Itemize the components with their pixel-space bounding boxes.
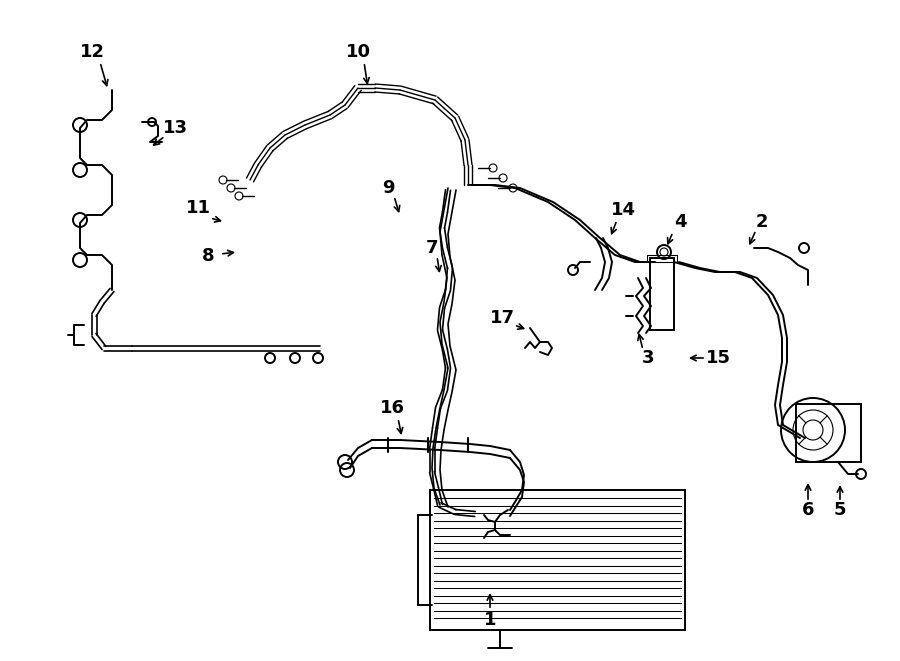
Text: 1: 1 (484, 611, 496, 629)
Text: 4: 4 (674, 213, 686, 231)
Text: 3: 3 (642, 349, 654, 367)
Text: 9: 9 (382, 179, 394, 197)
Bar (647, 255, 677, 262)
Text: 17: 17 (490, 309, 515, 327)
Text: 8: 8 (202, 247, 214, 265)
Text: 16: 16 (380, 399, 404, 417)
Text: 7: 7 (426, 239, 438, 257)
Text: 12: 12 (79, 43, 104, 61)
Text: 13: 13 (163, 119, 187, 137)
Text: 15: 15 (706, 349, 731, 367)
Text: 6: 6 (802, 501, 814, 519)
Text: 2: 2 (756, 213, 769, 231)
Bar (430, 490, 685, 630)
Bar (650, 258, 674, 330)
Text: 11: 11 (185, 199, 211, 217)
Text: 10: 10 (346, 43, 371, 61)
Text: 14: 14 (610, 201, 635, 219)
Text: 5: 5 (833, 501, 846, 519)
Bar (796, 404, 861, 462)
